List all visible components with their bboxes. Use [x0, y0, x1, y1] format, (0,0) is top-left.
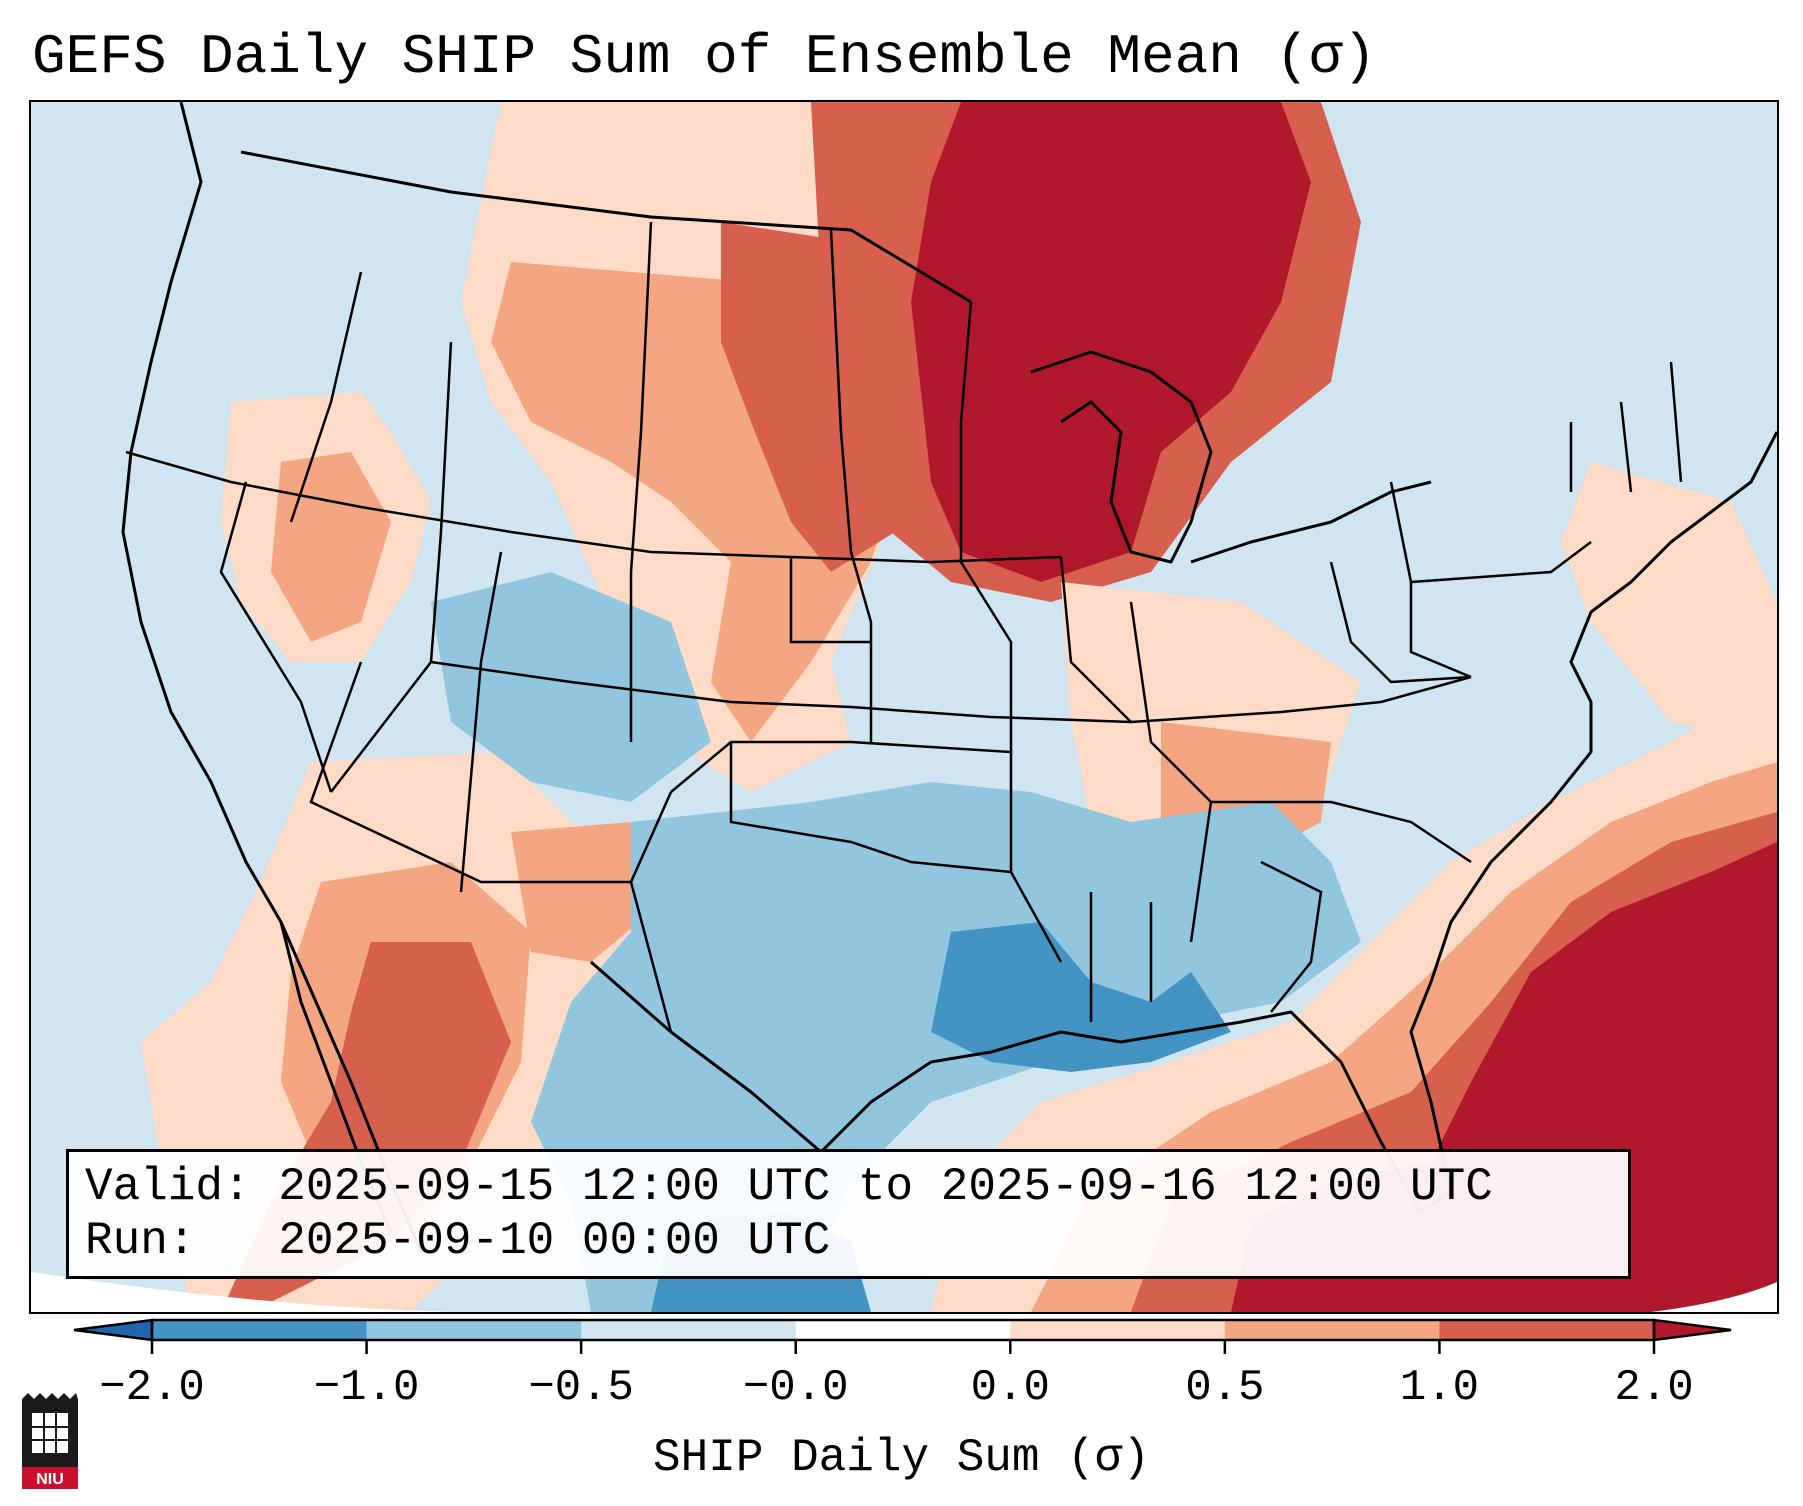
anomaly-region-upper-midwest-extreme: [911, 102, 1311, 582]
colorbar-tick-label: 1.0: [1399, 1363, 1480, 1413]
lake-erie-shore: [1190, 480, 1432, 564]
colorbar-segment: [366, 1320, 582, 1340]
anomaly-region-new-mexico-moderate: [511, 822, 651, 962]
colorbar-tick-label: 2.0: [1614, 1363, 1694, 1413]
colorbar-label: SHIP Daily Sum (σ): [653, 1432, 1150, 1484]
anomaly-region-gulf-states-negative: [931, 922, 1231, 1072]
valid-time-line: Valid: 2025-09-15 12:00 UTC to 2025-09-1…: [85, 1161, 1493, 1213]
pacific-coastline: [121, 102, 423, 1253]
anomaly-region-new-england-positive: [1561, 462, 1777, 742]
logo-text: NIU: [36, 1471, 64, 1488]
map-projection-edge: [31, 1272, 551, 1312]
canada-border: [240, 150, 972, 304]
colorbar-tick-label: −2.0: [99, 1363, 205, 1413]
niu-logo: NIU: [22, 1393, 78, 1489]
state-boundaries: [125, 221, 1683, 1033]
run-time-line: Run: 2025-09-10 00:00 UTC: [85, 1215, 831, 1267]
atlantic-coastline: [1429, 431, 1777, 983]
colorbar-tick-label: −0.5: [528, 1363, 634, 1413]
colorbar-extend-left-fill: [74, 1320, 152, 1340]
colorbar-segment: [1439, 1320, 1655, 1340]
colorbar-segment: [1224, 1320, 1440, 1340]
map-panel: [29, 100, 1779, 1314]
anomaly-map: [31, 102, 1777, 1312]
colorbar-tick-label: 0.0: [970, 1363, 1050, 1413]
anomaly-region-great-basin-moderate: [271, 452, 391, 642]
colorbar: [73, 1318, 1732, 1354]
colorbar-extend-right-fill: [1654, 1320, 1731, 1340]
colorbar-segment: [581, 1320, 797, 1340]
colorbar-segment: [152, 1320, 368, 1340]
map-title: GEFS Daily SHIP Sum of Ensemble Mean (σ): [32, 25, 1377, 89]
map-projection-edge-right: [1651, 1282, 1777, 1312]
colorbar-outline: [150, 1318, 1656, 1342]
colorbar-segment: [1010, 1320, 1226, 1340]
great-lakes-shore: [1030, 350, 1213, 564]
colorbar-segment: [795, 1320, 1011, 1340]
anomaly-region-colorado-negative: [431, 572, 711, 802]
colorbar-tick-label: −0.0: [742, 1363, 849, 1413]
colorbar-tick-label: 0.5: [1185, 1363, 1265, 1413]
colorbar-tick-label: −1.0: [313, 1363, 420, 1413]
valid-time-info-box: Valid: 2025-09-15 12:00 UTC to 2025-09-1…: [66, 1149, 1631, 1279]
